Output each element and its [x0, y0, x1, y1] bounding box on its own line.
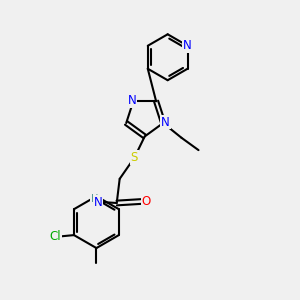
Text: N: N [128, 94, 136, 107]
Text: H: H [91, 194, 98, 204]
Text: S: S [131, 151, 138, 164]
Text: N: N [183, 39, 192, 52]
Text: O: O [142, 195, 151, 208]
Text: Cl: Cl [49, 230, 61, 243]
Text: N: N [94, 196, 102, 208]
Text: N: N [161, 116, 170, 129]
